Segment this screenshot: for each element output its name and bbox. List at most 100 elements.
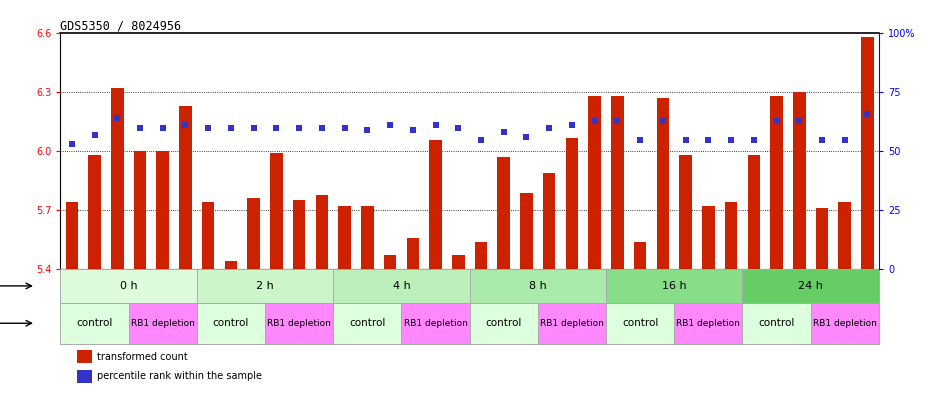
Point bbox=[565, 122, 579, 129]
Bar bbox=[333, 269, 470, 303]
Point bbox=[64, 141, 79, 147]
Bar bbox=[333, 303, 402, 344]
Text: control: control bbox=[349, 318, 386, 328]
Bar bbox=[474, 242, 487, 269]
Text: RB1 depletion: RB1 depletion bbox=[131, 319, 194, 328]
Bar bbox=[77, 350, 91, 363]
Text: 0 h: 0 h bbox=[120, 281, 138, 291]
Text: 2 h: 2 h bbox=[256, 281, 274, 291]
Point bbox=[155, 125, 170, 131]
Point bbox=[747, 136, 762, 143]
Point bbox=[382, 122, 397, 129]
Point bbox=[632, 136, 647, 143]
Point bbox=[701, 136, 716, 143]
Bar bbox=[156, 151, 169, 269]
Point bbox=[724, 136, 738, 143]
Bar bbox=[748, 155, 760, 269]
Bar bbox=[111, 88, 124, 269]
Point bbox=[269, 125, 284, 131]
Bar bbox=[293, 200, 305, 269]
Point bbox=[110, 115, 125, 121]
Point bbox=[428, 122, 443, 129]
Point bbox=[610, 118, 625, 124]
Point bbox=[656, 118, 671, 124]
Text: percentile rank within the sample: percentile rank within the sample bbox=[98, 371, 262, 382]
Text: 4 h: 4 h bbox=[392, 281, 410, 291]
Bar bbox=[452, 255, 464, 269]
Bar bbox=[65, 202, 78, 269]
Bar bbox=[315, 195, 328, 269]
Text: RB1 depletion: RB1 depletion bbox=[813, 319, 877, 328]
Point bbox=[473, 136, 488, 143]
Bar bbox=[839, 202, 851, 269]
Bar bbox=[742, 303, 811, 344]
Bar bbox=[589, 96, 601, 269]
Bar bbox=[861, 37, 873, 269]
Point bbox=[87, 132, 102, 138]
Bar bbox=[406, 238, 419, 269]
Bar bbox=[565, 138, 578, 269]
Text: GDS5350 / 8024956: GDS5350 / 8024956 bbox=[60, 19, 181, 32]
Point bbox=[451, 125, 466, 131]
Point bbox=[246, 125, 261, 131]
Point bbox=[815, 136, 830, 143]
Bar bbox=[179, 106, 192, 269]
Text: control: control bbox=[622, 318, 658, 328]
Point bbox=[860, 110, 875, 117]
Bar bbox=[702, 206, 714, 269]
Point bbox=[519, 134, 534, 140]
Text: RB1 depletion: RB1 depletion bbox=[267, 319, 331, 328]
Bar bbox=[679, 155, 692, 269]
Point bbox=[360, 127, 375, 133]
Bar bbox=[430, 140, 442, 269]
Text: 8 h: 8 h bbox=[529, 281, 547, 291]
Bar bbox=[520, 193, 533, 269]
Text: 16 h: 16 h bbox=[662, 281, 686, 291]
Bar bbox=[265, 303, 333, 344]
Bar bbox=[606, 269, 742, 303]
Bar bbox=[339, 206, 351, 269]
Text: 24 h: 24 h bbox=[798, 281, 823, 291]
Point bbox=[133, 125, 148, 131]
Bar bbox=[247, 198, 259, 269]
Point bbox=[497, 129, 512, 136]
Bar bbox=[816, 208, 829, 269]
Text: control: control bbox=[758, 318, 795, 328]
Bar bbox=[128, 303, 197, 344]
Point bbox=[791, 118, 806, 124]
Bar bbox=[225, 261, 237, 269]
Point bbox=[769, 118, 784, 124]
Bar bbox=[202, 202, 215, 269]
Bar bbox=[470, 303, 538, 344]
Bar bbox=[724, 202, 737, 269]
Bar bbox=[402, 303, 470, 344]
Bar bbox=[498, 157, 510, 269]
Bar bbox=[770, 96, 783, 269]
Bar bbox=[538, 303, 606, 344]
Text: control: control bbox=[76, 318, 113, 328]
Bar bbox=[543, 173, 555, 269]
Bar bbox=[634, 242, 646, 269]
Bar bbox=[674, 303, 742, 344]
Bar bbox=[742, 269, 879, 303]
Point bbox=[314, 125, 329, 131]
Point bbox=[678, 136, 693, 143]
Bar bbox=[197, 269, 333, 303]
Point bbox=[542, 125, 557, 131]
Bar bbox=[811, 303, 879, 344]
Text: control: control bbox=[485, 318, 522, 328]
Point bbox=[837, 136, 852, 143]
Bar bbox=[60, 269, 197, 303]
Bar bbox=[197, 303, 265, 344]
Text: control: control bbox=[213, 318, 249, 328]
Point bbox=[587, 118, 602, 124]
Bar bbox=[384, 255, 396, 269]
Bar bbox=[793, 92, 805, 269]
Bar bbox=[77, 370, 91, 383]
Bar bbox=[134, 151, 146, 269]
Text: transformed count: transformed count bbox=[98, 351, 188, 362]
Bar bbox=[270, 153, 283, 269]
Text: RB1 depletion: RB1 depletion bbox=[404, 319, 468, 328]
Point bbox=[223, 125, 238, 131]
Point bbox=[405, 127, 420, 133]
